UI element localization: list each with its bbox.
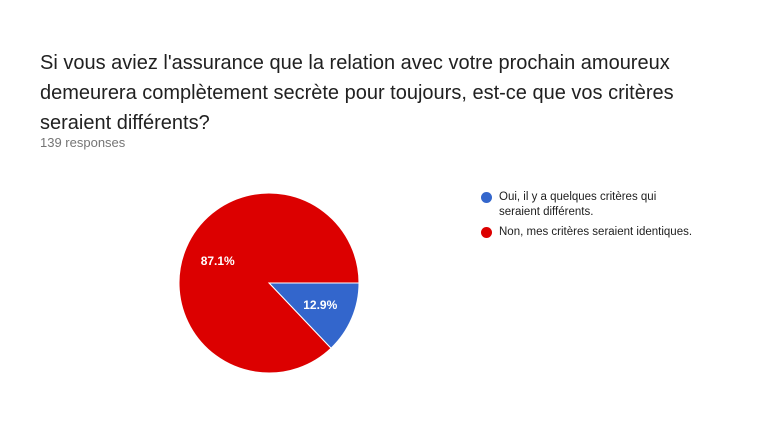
legend-entry-1: Oui, il y a quelques critères qui seraie… xyxy=(481,190,731,220)
slice-label-1: 12.9% xyxy=(303,298,337,312)
slice-label-2: 87.1% xyxy=(201,254,235,268)
legend-swatch-2 xyxy=(481,227,492,238)
legend-label-1: Oui, il y a quelques critères qui seraie… xyxy=(499,191,657,218)
legend: Oui, il y a quelques critères qui seraie… xyxy=(481,190,731,245)
pie-slice-2 xyxy=(178,192,360,374)
legend-label-2: Non, mes critères seraient identiques. xyxy=(499,226,693,238)
legend-swatch-1 xyxy=(481,192,492,203)
response-count: 139 responses xyxy=(40,135,126,150)
question-title: Si vous aviez l'assurance que la relatio… xyxy=(40,52,674,134)
legend-entry-2: Non, mes critères seraient identiques. xyxy=(481,225,731,240)
pie-slice-1 xyxy=(267,282,360,349)
